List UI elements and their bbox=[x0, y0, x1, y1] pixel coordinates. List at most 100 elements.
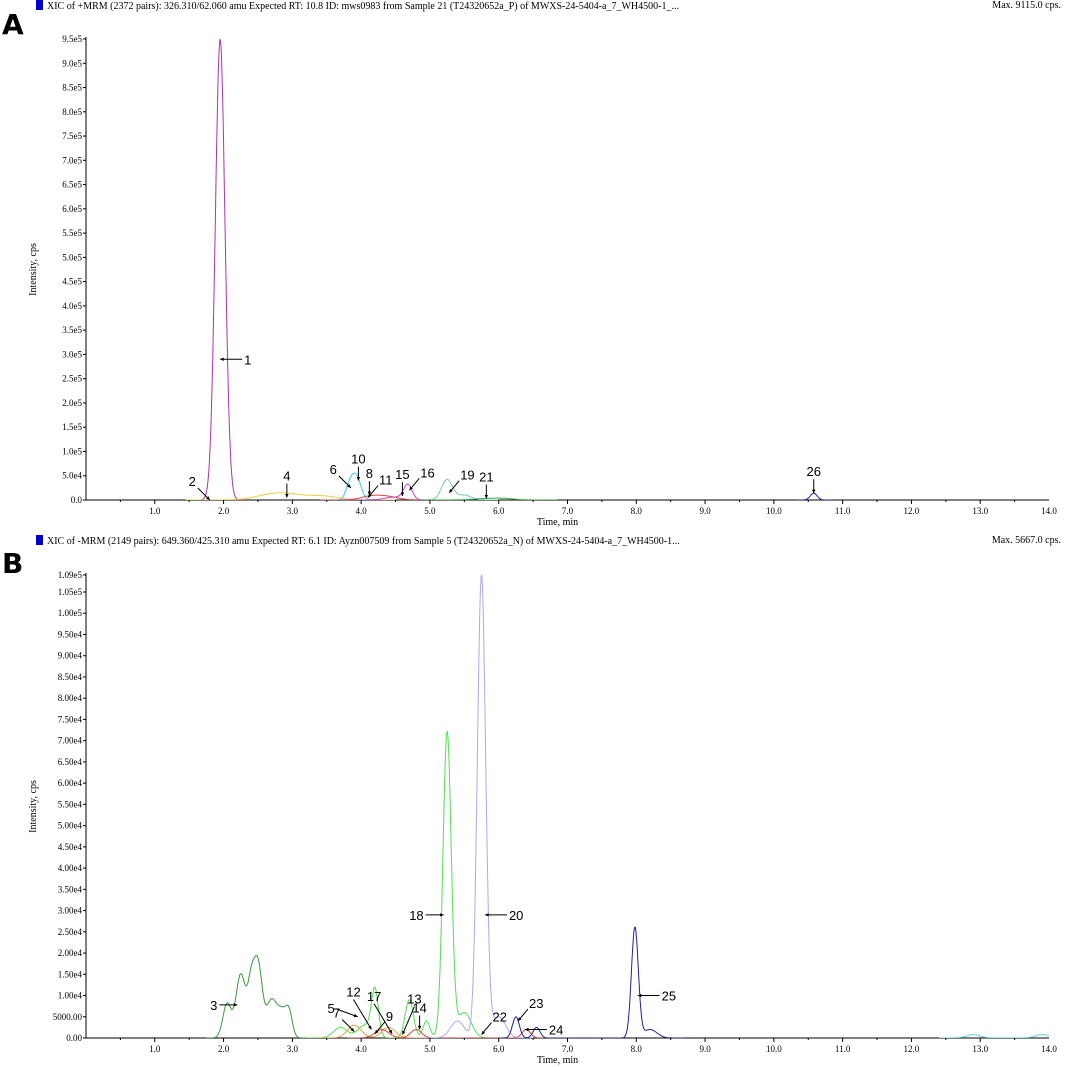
x-tick-label: 12.0 bbox=[904, 1044, 920, 1054]
peak-label: 11 bbox=[379, 473, 393, 488]
y-tick-label: 2.5e5 bbox=[62, 374, 82, 384]
peak-label: 4 bbox=[283, 469, 290, 484]
y-tick-label: 4.5e5 bbox=[62, 277, 82, 287]
series-trace bbox=[419, 478, 499, 500]
annotation-arrowhead bbox=[484, 913, 489, 917]
x-tick-label: 13.0 bbox=[972, 1044, 988, 1054]
peak-label: 6 bbox=[330, 462, 337, 477]
peak-label: 25 bbox=[662, 989, 676, 1004]
annotation-arrowhead bbox=[285, 493, 289, 498]
x-tick-label: 4.0 bbox=[356, 1044, 368, 1054]
peak-label: 3 bbox=[210, 998, 217, 1013]
annotation-arrowhead bbox=[400, 492, 405, 497]
y-tick-label: 7.00e4 bbox=[58, 736, 83, 746]
y-tick-label: 2.50e4 bbox=[58, 927, 83, 937]
y-tick-label: 7.0e5 bbox=[62, 155, 82, 165]
x-tick-label: 7.0 bbox=[562, 1044, 574, 1054]
x-tick-label: 2.0 bbox=[218, 1044, 230, 1054]
y-tick-label: 8.5e5 bbox=[62, 83, 82, 93]
x-tick-label: 10.0 bbox=[766, 506, 782, 516]
y-tick-label: 3.50e4 bbox=[58, 884, 83, 894]
panel-label: B bbox=[2, 547, 24, 580]
y-tick-label: 1.0e5 bbox=[62, 446, 82, 456]
x-axis-label: Time, min bbox=[537, 517, 578, 528]
annotation-arrow bbox=[335, 1008, 358, 1018]
annotation-arrowhead bbox=[440, 913, 444, 917]
annotation-arrowhead bbox=[524, 1027, 529, 1032]
annotation-arrowhead bbox=[368, 493, 372, 498]
annotation-arrowhead bbox=[220, 357, 224, 362]
x-tick-label: 11.0 bbox=[835, 1044, 851, 1054]
y-tick-label: 1.05e5 bbox=[58, 587, 83, 597]
y-axis-label: Intensity, cps bbox=[28, 243, 39, 296]
peak-label: 16 bbox=[420, 465, 434, 480]
x-tick-label: 6.0 bbox=[493, 506, 505, 516]
annotation-arrowhead bbox=[374, 1029, 379, 1034]
series-trace bbox=[498, 926, 685, 1038]
peak-label: 26 bbox=[807, 464, 821, 479]
chart-header: XIC of -MRM (2149 pairs): 649.360/425.31… bbox=[36, 535, 680, 549]
chart-title: XIC of -MRM (2149 pairs): 649.360/425.31… bbox=[47, 536, 680, 547]
annotation-arrow bbox=[373, 1003, 393, 1035]
annotation-arrowhead bbox=[481, 1030, 486, 1035]
y-tick-label: 3.0e5 bbox=[62, 349, 82, 359]
y-tick-label: 3.00e4 bbox=[58, 906, 83, 916]
y-tick-label: 5.50e4 bbox=[58, 799, 83, 809]
annotation-arrow bbox=[353, 999, 372, 1030]
peak-label: 13 bbox=[407, 992, 421, 1007]
y-tick-label: 9.0e5 bbox=[62, 58, 82, 68]
x-tick-label: 14.0 bbox=[1041, 506, 1057, 516]
x-tick-label: 14.0 bbox=[1041, 1044, 1057, 1054]
y-tick-label: 1.00e4 bbox=[58, 991, 83, 1001]
y-tick-label: 0.0 bbox=[71, 495, 83, 505]
y-tick-label: 5.0e5 bbox=[62, 252, 82, 262]
y-tick-label: 5000.00 bbox=[53, 1012, 83, 1022]
peak-label: 1 bbox=[244, 352, 251, 367]
peak-label: 22 bbox=[493, 1010, 507, 1025]
y-tick-label: 0.00 bbox=[66, 1033, 82, 1043]
y-tick-label: 4.50e4 bbox=[58, 842, 83, 852]
annotation-arrowhead bbox=[206, 496, 210, 500]
x-tick-label: 6.0 bbox=[493, 1044, 505, 1054]
annotation-arrowhead bbox=[449, 488, 453, 493]
peak-label: 14 bbox=[412, 1001, 426, 1016]
max-intensity: Max. 9115.0 cps. bbox=[992, 0, 1061, 11]
annotation-arrowhead bbox=[353, 1013, 358, 1018]
annotation-arrowhead bbox=[368, 1025, 372, 1030]
y-axis-label: Intensity, cps bbox=[28, 780, 39, 833]
y-tick-label: 8.0e5 bbox=[62, 107, 82, 117]
x-tick-label: 2.0 bbox=[218, 506, 230, 516]
y-tick-label: 7.5e5 bbox=[62, 131, 82, 141]
annotation-arrowhead bbox=[233, 1003, 238, 1007]
y-tick-label: 1.5e5 bbox=[62, 422, 82, 432]
peak-label: 9 bbox=[386, 1009, 393, 1024]
chart-header: XIC of +MRM (2372 pairs): 326.310/62.060… bbox=[36, 0, 679, 14]
annotation-arrow bbox=[401, 1006, 415, 1035]
annotation-arrowhead bbox=[367, 491, 372, 496]
x-tick-label: 10.0 bbox=[766, 1044, 782, 1054]
series-trace bbox=[938, 1034, 1049, 1038]
peak-label: 8 bbox=[366, 466, 373, 481]
annotation-arrowhead bbox=[350, 1027, 355, 1032]
y-tick-label: 6.50e4 bbox=[58, 757, 83, 767]
panel-a: A XIC of +MRM (2372 pairs): 326.310/62.0… bbox=[0, 0, 1065, 528]
y-tick-label: 5.5e5 bbox=[62, 228, 82, 238]
series-trace bbox=[796, 492, 831, 500]
series-trace bbox=[206, 954, 307, 1038]
peak-label: 17 bbox=[367, 989, 381, 1004]
x-tick-label: 9.0 bbox=[699, 1044, 711, 1054]
series-trace bbox=[319, 494, 441, 500]
peak-label: 21 bbox=[479, 470, 493, 485]
y-tick-label: 2.0e5 bbox=[62, 398, 82, 408]
annotation-arrowhead bbox=[347, 484, 351, 488]
x-tick-label: 8.0 bbox=[631, 1044, 643, 1054]
series-trace bbox=[306, 730, 499, 1038]
series-marker-icon bbox=[36, 0, 43, 10]
peak-label: 23 bbox=[529, 996, 543, 1011]
y-tick-label: 6.5e5 bbox=[62, 180, 82, 190]
y-tick-label: 8.00e4 bbox=[58, 693, 83, 703]
series-trace bbox=[347, 1028, 547, 1038]
x-tick-label: 12.0 bbox=[904, 506, 920, 516]
peak-label: 20 bbox=[509, 908, 523, 923]
series-marker-icon bbox=[36, 535, 43, 545]
